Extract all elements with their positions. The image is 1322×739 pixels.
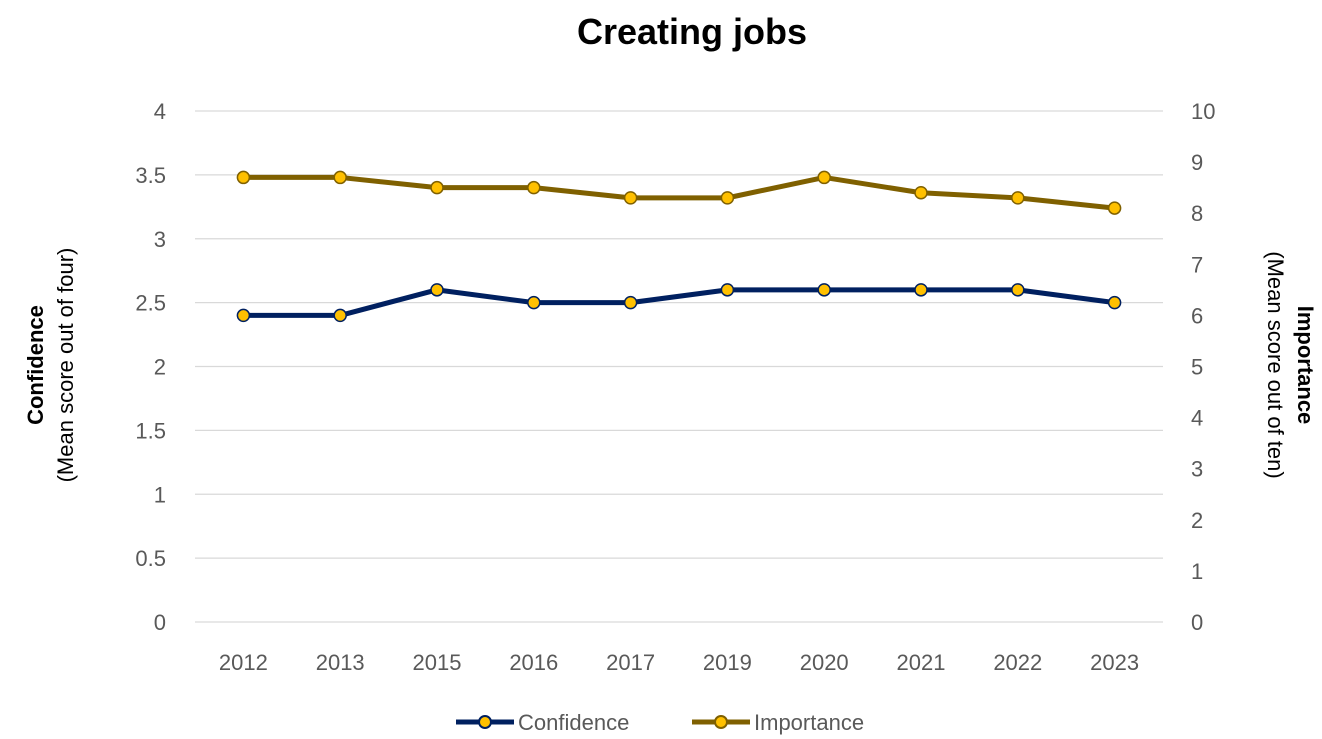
right-tick-label: 6: [1191, 303, 1203, 328]
x-axis-ticks: 2012 2013 2015 2016 2017 2019 2020 2021 2022 2023: [219, 650, 1139, 675]
legend-label-confidence: Confidence: [518, 710, 629, 735]
left-tick-label: 0.5: [135, 546, 166, 571]
data-point: [333, 308, 347, 323]
series-line-importance: [243, 174, 1115, 211]
x-tick-label: 2022: [993, 650, 1042, 675]
x-tick-label: 2012: [219, 650, 268, 675]
series-line-confidence: [243, 287, 1115, 318]
x-tick-label: 2013: [316, 650, 365, 675]
x-tick-label: 2023: [1090, 650, 1139, 675]
x-tick-label: 2016: [509, 650, 558, 675]
x-tick-label: 2019: [703, 650, 752, 675]
data-point: [333, 170, 347, 185]
legend-item-confidence: Confidence: [456, 710, 629, 735]
x-tick-label: 2020: [800, 650, 849, 675]
right-tick-label: 2: [1191, 508, 1203, 533]
data-point: [236, 170, 251, 185]
right-tick-label: 10: [1191, 99, 1215, 124]
legend: Confidence Importance: [456, 710, 864, 735]
left-tick-label: 3: [154, 227, 166, 252]
data-point: [430, 283, 444, 297]
left-axis-title-bold: Confidence: [23, 305, 48, 425]
data-point: [527, 180, 541, 195]
data-point: [1107, 295, 1122, 310]
data-point: [1011, 191, 1025, 205]
left-tick-label: 1: [154, 482, 166, 507]
data-point: [914, 186, 928, 200]
x-tick-label: 2015: [413, 650, 462, 675]
data-point: [1107, 201, 1122, 215]
series-layer: [236, 170, 1122, 323]
gridlines: [195, 110, 1163, 623]
legend-item-importance: Importance: [692, 710, 864, 735]
chart-title: Creating jobs: [577, 11, 807, 52]
right-tick-label: 8: [1191, 201, 1203, 226]
x-tick-label: 2017: [606, 650, 655, 675]
data-point: [236, 308, 251, 323]
data-point: [817, 283, 831, 297]
right-tick-label: 5: [1191, 355, 1203, 380]
data-point: [720, 191, 735, 205]
left-axis-title: Confidence (Mean score out of four): [23, 248, 78, 483]
right-tick-label: 9: [1191, 150, 1203, 175]
data-point: [817, 170, 831, 185]
x-tick-label: 2021: [897, 650, 946, 675]
right-axis-title-sub: (Mean score out of ten): [1263, 251, 1288, 478]
left-tick-label: 0: [154, 610, 166, 635]
right-tick-label: 3: [1191, 457, 1203, 482]
left-tick-label: 1.5: [135, 418, 166, 443]
data-point: [914, 283, 928, 297]
data-point: [720, 283, 735, 297]
right-tick-label: 4: [1191, 406, 1203, 431]
data-point: [430, 180, 444, 195]
right-axis-title: Importance (Mean score out of ten): [1263, 251, 1318, 478]
left-axis-title-sub: (Mean score out of four): [53, 248, 78, 483]
left-tick-label: 3.5: [135, 163, 166, 188]
data-point: [623, 191, 638, 205]
series-confidence: [236, 283, 1122, 323]
data-point: [527, 295, 541, 310]
series-importance: [236, 170, 1122, 215]
left-axis-ticks: 0 0.5 1 1.5 2 2.5 3 3.5 4: [135, 99, 166, 635]
right-tick-label: 7: [1191, 252, 1203, 277]
right-axis-title-bold: Importance: [1293, 306, 1318, 425]
legend-label-importance: Importance: [754, 710, 864, 735]
right-tick-label: 1: [1191, 559, 1203, 584]
right-axis-ticks: 0 1 2 3 4 5 6 7 8 9 10: [1191, 99, 1215, 635]
right-tick-label: 0: [1191, 610, 1203, 635]
left-tick-label: 2.5: [135, 291, 166, 316]
data-point: [623, 295, 638, 310]
legend-marker-confidence: [478, 715, 492, 729]
legend-marker-importance: [714, 715, 728, 729]
left-tick-label: 2: [154, 355, 166, 380]
left-tick-label: 4: [154, 99, 166, 124]
data-point: [1011, 283, 1025, 297]
